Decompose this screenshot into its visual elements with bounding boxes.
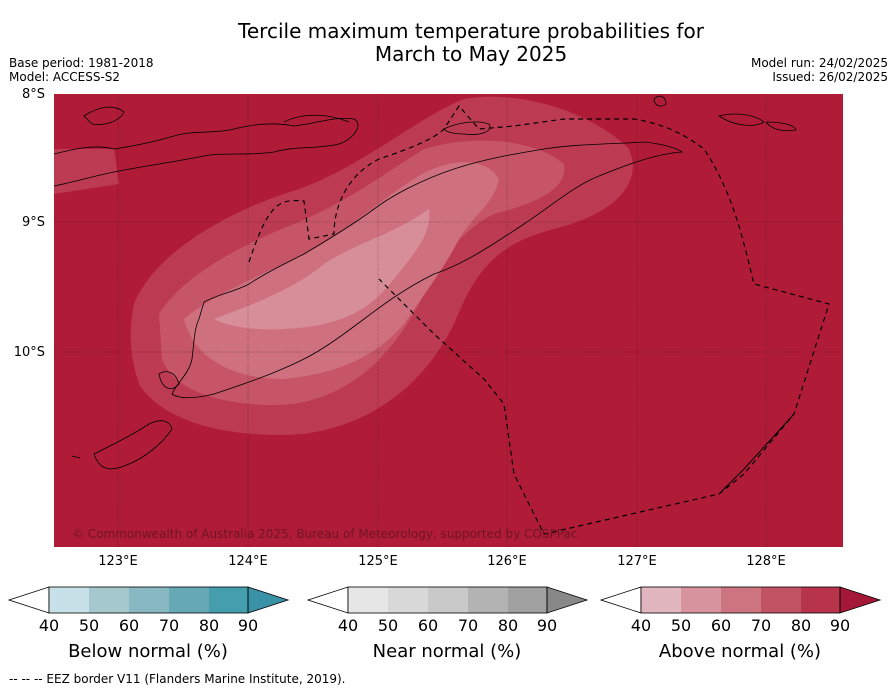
colorbar-below-seg-1 (49, 587, 89, 613)
colorbar-near-seg-5 (508, 587, 547, 613)
colorbar-above-seg-2 (681, 587, 721, 613)
cb-above-tick: 40 (630, 616, 652, 635)
colorbar-above-seg-1 (641, 587, 681, 613)
cb-near-tick: 80 (497, 616, 519, 635)
lat-label-10s: 10°S (13, 345, 45, 360)
cb-near-tick: 50 (377, 616, 399, 635)
cb-near-tick: 90 (536, 616, 558, 635)
colorbar-below-high-arrow (247, 586, 290, 614)
cb-above-tick: 80 (790, 616, 812, 635)
cb-above-tick: 50 (670, 616, 692, 635)
lon-label-128e: 128°E (746, 554, 786, 569)
cb-above-tick: 70 (750, 616, 772, 635)
colorbar-below-title: Below normal (%) (68, 641, 228, 662)
colorbar-near-high-arrow (546, 586, 589, 614)
cb-above-tick: 60 (710, 616, 732, 635)
north-islands (83, 95, 797, 132)
meta-left: Base period: 1981-2018 Model: ACCESS-S2 (9, 56, 154, 84)
title-line-1: Tercile maximum temperature probabilitie… (238, 19, 704, 43)
model-run: Model run: 24/02/2025 (750, 56, 888, 70)
cb-below-tick: 40 (38, 616, 60, 635)
lon-label-126e: 126°E (487, 554, 527, 569)
colorbar-below-seg-5 (209, 587, 248, 613)
probability-map: © Commonwealth of Australia 2025, Bureau… (54, 94, 843, 547)
colorbar-below-seg-2 (89, 587, 129, 613)
colorbar-below-seg-4 (169, 587, 209, 613)
flores-islands (54, 117, 359, 187)
rote-island (158, 371, 180, 389)
cb-above-tick: 90 (829, 616, 851, 635)
colorbar-near-seg-1 (348, 587, 388, 613)
cb-below-tick: 80 (198, 616, 220, 635)
colorbar-above-high-arrow (839, 586, 882, 614)
colorbar-below-low-arrow (8, 586, 50, 614)
cb-below-tick: 70 (158, 616, 180, 635)
model-name: Model: ACCESS-S2 (9, 70, 121, 84)
cb-near-tick: 60 (417, 616, 439, 635)
title-line-2: March to May 2025 (374, 42, 568, 66)
lon-label-125e: 125°E (358, 554, 398, 569)
colorbar-above-seg-4 (761, 587, 801, 613)
lon-label-127e: 127°E (617, 554, 657, 569)
cb-near-tick: 40 (337, 616, 359, 635)
copyright-text: © Commonwealth of Australia 2025, Bureau… (72, 527, 577, 541)
timor-coastline (171, 141, 683, 399)
colorbar-above-seg-3 (721, 587, 761, 613)
meta-right: Model run: 24/02/2025 Issued: 26/02/2025 (751, 56, 888, 84)
lat-label-9s: 9°S (21, 215, 45, 230)
colorbar-below-normal (8, 586, 290, 614)
graticule (54, 94, 843, 547)
prob-band-80 (214, 209, 430, 330)
colorbar-above-low-arrow (600, 586, 642, 614)
sumba-savu-coast (71, 420, 173, 470)
base-period: Base period: 1981-2018 (9, 56, 154, 70)
colorbar-near-seg-2 (388, 587, 428, 613)
colorbar-below-seg-3 (129, 587, 169, 613)
lat-label-8s: 8°S (21, 87, 45, 102)
eez-solid-segment (718, 413, 795, 495)
colorbar-above-normal (600, 586, 882, 614)
cb-below-tick: 90 (237, 616, 259, 635)
map-title: Tercile maximum temperature probabilitie… (0, 20, 896, 66)
cb-below-tick: 60 (118, 616, 140, 635)
lon-label-123e: 123°E (98, 554, 138, 569)
colorbar-near-seg-4 (468, 587, 508, 613)
cb-below-tick: 50 (78, 616, 100, 635)
colorbar-near-seg-3 (428, 587, 468, 613)
alor-coastline (443, 121, 491, 135)
coastlines (54, 95, 797, 470)
lon-label-124e: 124°E (228, 554, 268, 569)
colorbar-near-title: Near normal (%) (372, 641, 522, 662)
colorbar-near-normal (307, 586, 589, 614)
colorbar-above-title: Above normal (%) (658, 641, 822, 662)
colorbar-near-low-arrow (307, 586, 349, 614)
eez-border-legend: -- -- -- EEZ border V11 (Flanders Marine… (9, 672, 346, 686)
issued-date: Issued: 26/02/2025 (772, 70, 888, 84)
colorbar-above-seg-5 (801, 587, 840, 613)
cb-near-tick: 70 (457, 616, 479, 635)
